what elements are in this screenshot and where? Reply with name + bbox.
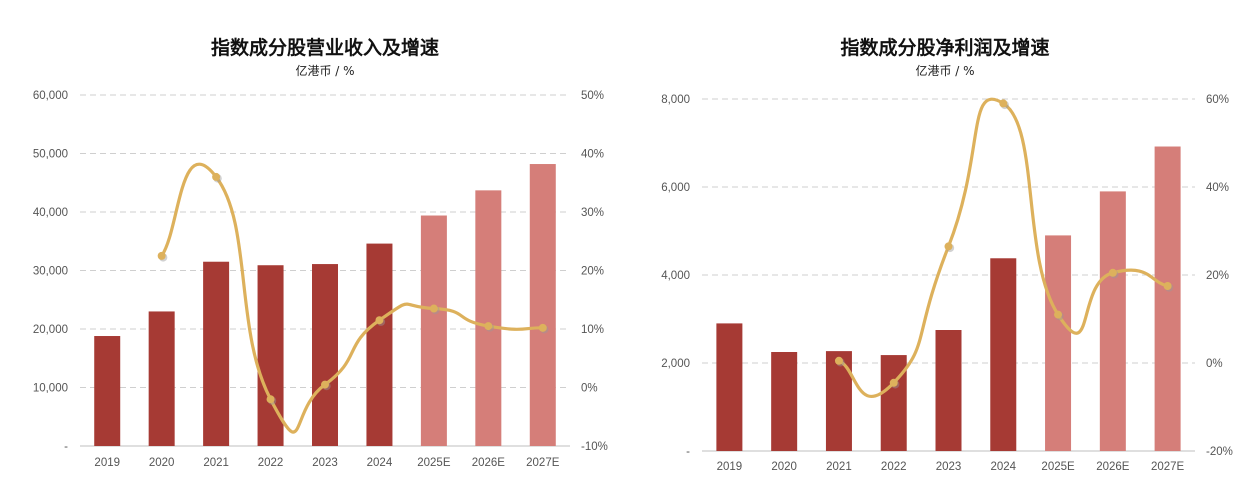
net-profit-category-label: 2027E — [1151, 461, 1185, 473]
net-profit-left-tick-label: 8,000 — [661, 94, 690, 106]
net-profit-growth-point — [944, 242, 953, 251]
revenue-bar-2025e — [420, 215, 447, 446]
net-profit-growth-point — [1163, 282, 1172, 290]
net-profit-right-tick-label: -20% — [1206, 446, 1233, 458]
revenue-right-tick-label: 20% — [581, 266, 604, 278]
net-profit-chart: 指数成分股净利润及增速 亿港币 / % - 2,000 4,000 6,000 8,00… — [661, 36, 1233, 473]
net-profit-category-label: 2024 — [990, 461, 1016, 473]
net-profit-bar-2019 — [716, 323, 743, 451]
revenue-growth-point — [157, 251, 166, 260]
revenue-category-label: 2026E — [472, 457, 506, 469]
revenue-growth-point — [484, 322, 493, 331]
net-profit-category-label: 2019 — [717, 461, 743, 473]
revenue-growth-point — [375, 316, 384, 325]
revenue-left-tick-label: - — [64, 441, 68, 453]
revenue-bar-2021 — [203, 261, 230, 446]
net-profit-right-tick-label: 60% — [1206, 94, 1229, 106]
revenue-growth-point — [266, 395, 275, 404]
revenue-right-tick-label: 0% — [581, 383, 598, 395]
revenue-growth-point — [538, 323, 547, 332]
net-profit-bar-2024 — [990, 258, 1017, 451]
revenue-bar-2026e — [475, 190, 502, 446]
net-profit-chart-subtitle: 亿港币 / % — [915, 63, 974, 78]
revenue-category-label: 2020 — [149, 457, 175, 469]
net-profit-category-label: 2025E — [1041, 461, 1075, 473]
net-profit-category-label: 2026E — [1096, 461, 1130, 473]
net-profit-growth-point — [889, 378, 898, 387]
revenue-chart-subtitle: 亿港币 / % — [295, 63, 354, 78]
revenue-right-tick-label: 50% — [581, 90, 604, 102]
net-profit-right-tick-label: 20% — [1206, 270, 1229, 282]
revenue-left-tick-label: 50,000 — [33, 149, 68, 161]
revenue-bar-2024 — [366, 243, 393, 446]
net-profit-left-tick-label: - — [686, 446, 690, 458]
net-profit-left-tick-label: 2,000 — [661, 358, 690, 370]
revenue-left-tick-label: 30,000 — [33, 266, 68, 278]
revenue-bar-2023 — [312, 264, 338, 446]
revenue-growth-point — [321, 380, 329, 389]
net-profit-bar-2025e — [1045, 235, 1072, 451]
net-profit-left-tick-label: 4,000 — [661, 270, 690, 282]
revenue-left-tick-label: 60,000 — [33, 90, 68, 102]
revenue-category-label: 2027E — [526, 457, 560, 469]
net-profit-category-label: 2022 — [881, 461, 907, 473]
net-profit-bar-2027e — [1154, 146, 1181, 451]
revenue-growth-point — [212, 172, 221, 181]
revenue-right-tick-label: 10% — [581, 324, 604, 336]
revenue-right-tick-label: 40% — [581, 149, 604, 161]
net-profit-left-tick-label: 6,000 — [661, 182, 690, 194]
net-profit-growth-point — [1108, 268, 1117, 277]
net-profit-category-label: 2021 — [826, 461, 852, 473]
net-profit-bar-2020 — [771, 352, 798, 451]
revenue-category-label: 2025E — [417, 457, 451, 469]
revenue-right-tick-label: 30% — [581, 207, 604, 219]
revenue-left-tick-label: 40,000 — [33, 207, 68, 219]
net-profit-category-label: 2020 — [771, 461, 797, 473]
revenue-left-tick-label: 20,000 — [33, 324, 68, 336]
net-profit-growth-point — [999, 99, 1008, 108]
revenue-chart-title: 指数成分股营业收入及增速 — [211, 36, 439, 59]
net-profit-bar-2023 — [935, 330, 962, 451]
revenue-category-label: 2019 — [94, 457, 120, 469]
net-profit-bar-2026e — [1099, 191, 1126, 451]
revenue-left-tick-label: 10,000 — [33, 383, 68, 395]
revenue-chart: 指数成分股营业收入及增速 亿港币 / % - 10,000 20,000 30,000… — [33, 36, 608, 469]
revenue-bar-2027e — [529, 164, 556, 446]
net-profit-right-tick-label: 0% — [1206, 358, 1223, 370]
revenue-bar-2022 — [257, 265, 284, 446]
net-profit-chart-title: 指数成分股净利润及增速 — [840, 36, 1049, 59]
revenue-right-tick-label: -10% — [581, 441, 608, 453]
net-profit-category-label: 2023 — [936, 461, 962, 473]
revenue-bar-2019 — [94, 336, 121, 446]
revenue-category-label: 2022 — [258, 457, 284, 469]
revenue-category-label: 2023 — [312, 457, 338, 469]
revenue-growth-point — [429, 304, 438, 313]
revenue-bar-2020 — [148, 311, 175, 446]
net-profit-growth-point — [834, 356, 843, 365]
net-profit-bar-2022 — [880, 355, 907, 451]
net-profit-growth-point — [1054, 310, 1063, 319]
revenue-category-label: 2021 — [203, 457, 229, 469]
net-profit-right-tick-label: 40% — [1206, 182, 1229, 194]
revenue-category-label: 2024 — [367, 457, 393, 469]
